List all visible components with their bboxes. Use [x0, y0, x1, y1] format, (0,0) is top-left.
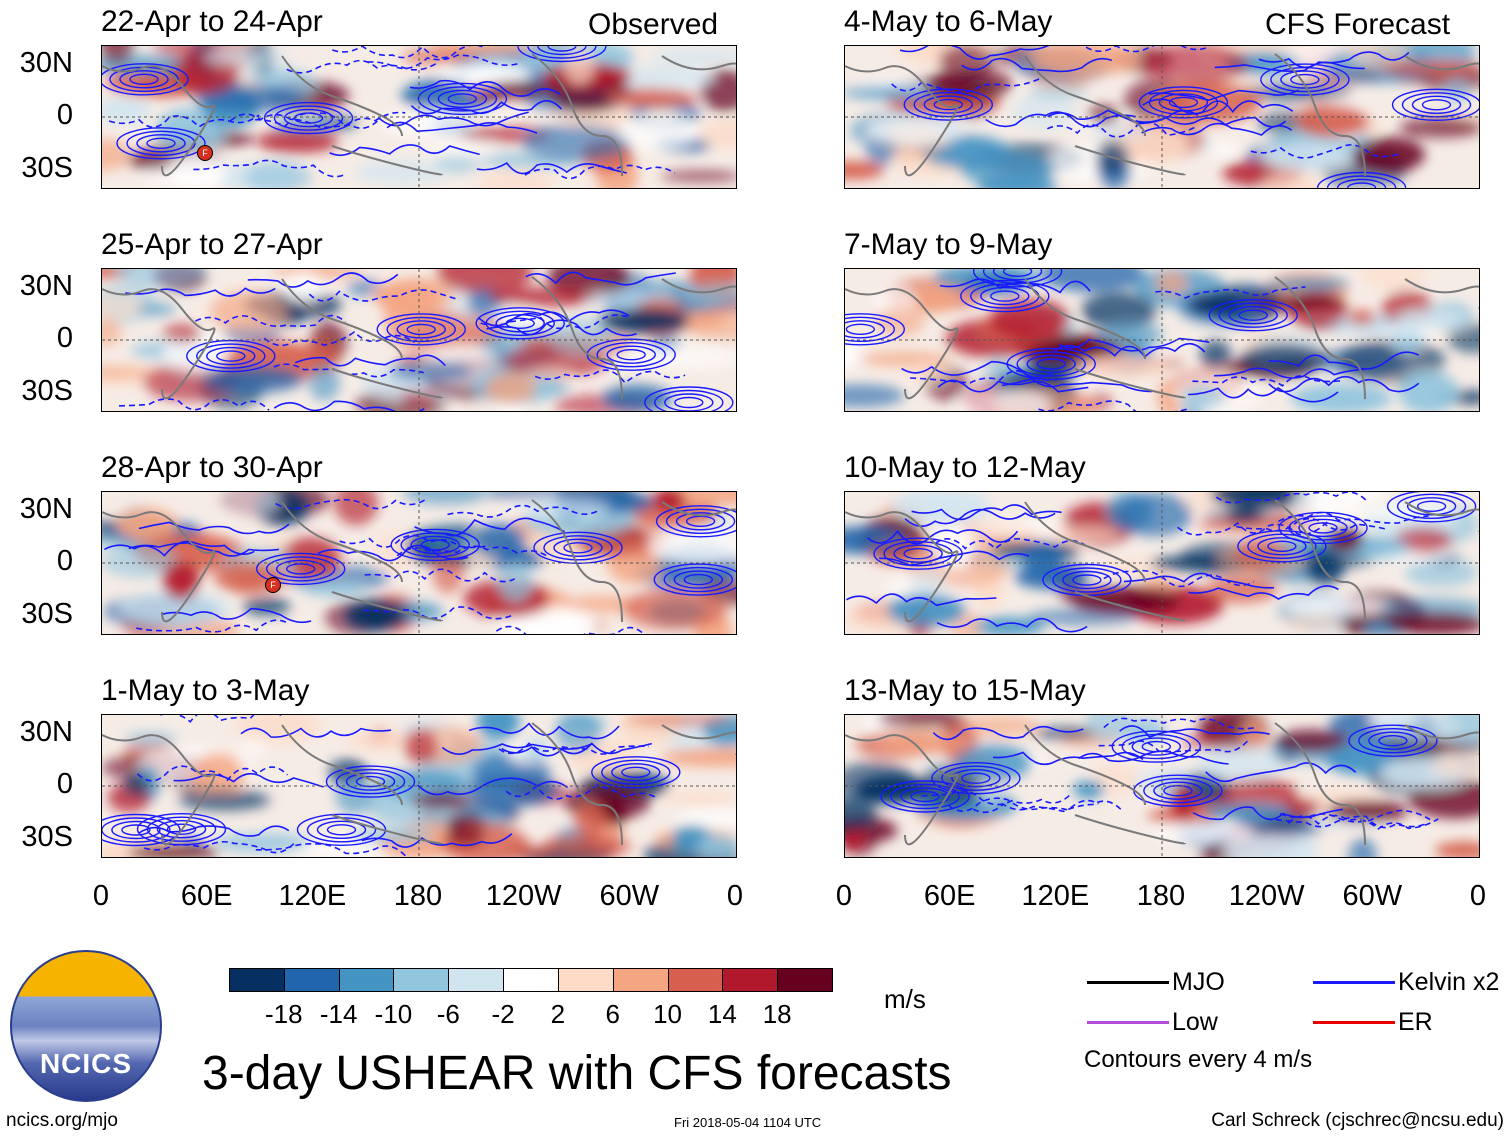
lon-label: 120W [1228, 880, 1305, 912]
colorbar-unit: m/s [884, 984, 926, 1014]
colorbar-swatch [667, 968, 724, 992]
colorbar-label: -14 [319, 999, 358, 1029]
lon-label: 120E [278, 880, 347, 912]
shear-map [844, 714, 1480, 858]
lon-label: 0 [835, 880, 853, 912]
colorbar-swatch [777, 968, 833, 992]
shear-map [844, 491, 1480, 635]
colorbar-label: 14 [707, 999, 737, 1029]
panel-title: 10-May to 12-May [844, 451, 1086, 484]
footer-timestamp: Fri 2018-05-04 1104 UTC [674, 1115, 822, 1130]
legend-line [1313, 1021, 1395, 1024]
lon-label: 0 [726, 880, 744, 912]
colorbar-label: 10 [653, 999, 682, 1029]
colorbar-label: 2 [550, 999, 566, 1029]
lat-label: 30S [21, 598, 73, 630]
lat-label: 30S [21, 375, 73, 407]
panel-title: 25-Apr to 27-Apr [101, 228, 323, 261]
shear-map: F [101, 45, 737, 189]
lon-label: 60E [923, 880, 976, 912]
lat-label: 30S [21, 152, 73, 184]
panel-title: 1-May to 3-May [101, 674, 310, 707]
panel-title: 13-May to 15-May [844, 674, 1086, 707]
legend-line [1087, 981, 1169, 984]
panel-title: 4-May to 6-May [844, 5, 1053, 38]
lat-label: 30S [21, 821, 73, 853]
colorbar-swatch [448, 968, 505, 992]
legend-note: Contours every 4 m/s [1084, 1046, 1313, 1073]
storm-marker-icon: F [197, 145, 213, 161]
panel-title: 22-Apr to 24-Apr [101, 5, 323, 38]
lon-label: 60W [599, 880, 660, 912]
colorbar-swatch [503, 968, 559, 992]
colorbar-label: -18 [265, 999, 303, 1029]
footer-url: ncics.org/mjo [6, 1110, 118, 1131]
footer-author: Carl Schreck (cjschrec@ncsu.edu) [1211, 1110, 1504, 1131]
lat-label: 0 [56, 545, 73, 577]
legend-line [1313, 981, 1395, 984]
shear-map [844, 268, 1480, 412]
lat-label: 0 [56, 99, 73, 131]
colorbar-swatch [229, 968, 285, 992]
legend-label: Kelvin x2 [1398, 968, 1500, 996]
lon-label: 0 [1469, 880, 1487, 912]
legend-line [1087, 1021, 1169, 1024]
lon-label: 180 [393, 880, 443, 912]
lon-label: 120W [485, 880, 562, 912]
panel-title: 7-May to 9-May [844, 228, 1053, 261]
lat-label: 0 [56, 322, 73, 354]
colorbar-label: 6 [605, 999, 620, 1029]
shear-map [101, 268, 737, 412]
lon-label: 180 [1136, 880, 1186, 912]
storm-marker-icon: F [265, 577, 281, 593]
shear-map [844, 45, 1480, 189]
legend-label: ER [1398, 1008, 1433, 1036]
colorbar-label: -10 [374, 999, 413, 1029]
forecast-header: CFS Forecast [1265, 8, 1451, 41]
lon-label: 60E [180, 880, 233, 912]
colorbar-swatch [612, 968, 669, 992]
lon-label: 0 [92, 880, 110, 912]
lat-label: 30N [19, 493, 73, 525]
colorbar-label: 18 [762, 999, 792, 1029]
legend-label: Low [1172, 1008, 1218, 1036]
main-title: 3-day USHEAR with CFS forecasts [202, 1047, 952, 1100]
panel-title: 28-Apr to 30-Apr [101, 451, 323, 484]
shear-map [101, 714, 737, 858]
lat-label: 30N [19, 716, 73, 748]
logo-text: NCICS [39, 1048, 133, 1079]
colorbar-swatch [557, 968, 614, 992]
colorbar-swatch [283, 968, 340, 992]
ncics-logo: NCICS [10, 950, 162, 1102]
lon-label: 120E [1021, 880, 1090, 912]
colorbar-label: -2 [491, 999, 515, 1029]
colorbar-swatch [338, 968, 395, 992]
observed-header: Observed [588, 8, 719, 41]
lat-label: 0 [56, 768, 73, 800]
colorbar-swatch [393, 968, 450, 992]
lon-label: 60W [1342, 880, 1403, 912]
legend-label: MJO [1172, 968, 1225, 996]
colorbar-label: -6 [436, 999, 460, 1029]
lat-label: 30N [19, 47, 73, 79]
lat-label: 30N [19, 270, 73, 302]
shear-map: F [101, 491, 737, 635]
colorbar-swatch [722, 968, 779, 992]
